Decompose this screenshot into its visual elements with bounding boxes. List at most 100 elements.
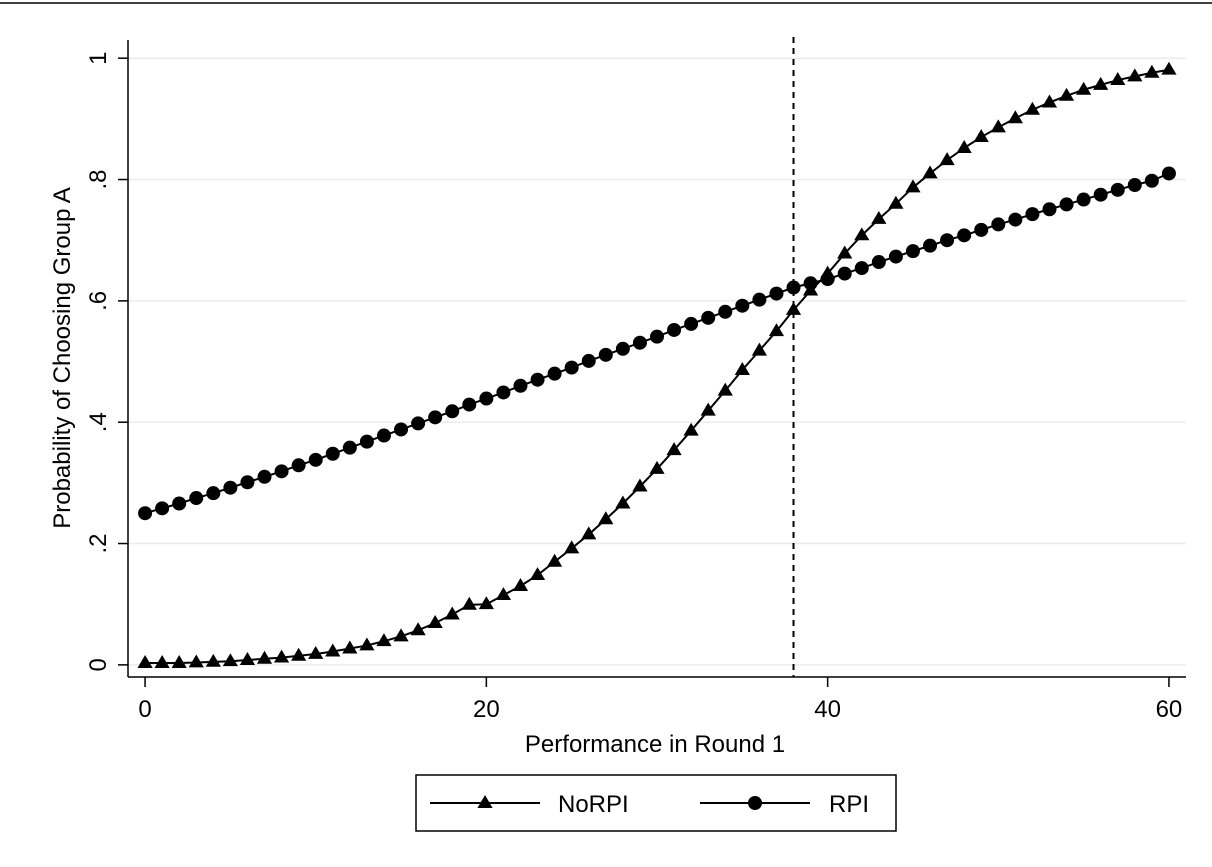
point-rpi-27 [598, 347, 613, 362]
point-rpi-8 [274, 464, 289, 479]
point-rpi-46 [923, 238, 938, 253]
point-rpi-44 [888, 249, 903, 264]
point-rpi-39 [803, 276, 818, 291]
point-norpi-34 [717, 382, 733, 396]
point-norpi-6 [239, 652, 256, 665]
point-rpi-12 [342, 440, 357, 455]
point-norpi-11 [325, 643, 341, 657]
series-rpi [138, 166, 1176, 521]
point-norpi-51 [1007, 110, 1023, 124]
x-tick-label-1: 20 [473, 696, 500, 723]
point-norpi-54 [1058, 87, 1075, 101]
point-norpi-27 [598, 511, 614, 525]
point-rpi-14 [376, 428, 391, 443]
point-norpi-3 [188, 654, 204, 668]
point-rpi-50 [991, 217, 1006, 232]
point-norpi-41 [837, 245, 853, 259]
point-norpi-9 [291, 647, 307, 661]
point-rpi-40 [820, 272, 835, 287]
legend-marker-rpi [748, 796, 762, 810]
point-norpi-5 [222, 653, 238, 667]
point-norpi-22 [512, 578, 529, 591]
point-norpi-25 [564, 540, 580, 554]
point-rpi-58 [1127, 177, 1142, 192]
point-rpi-51 [1008, 212, 1023, 227]
point-rpi-19 [462, 397, 477, 412]
point-norpi-15 [393, 628, 409, 642]
point-norpi-49 [973, 129, 989, 143]
point-norpi-35 [734, 362, 750, 375]
point-rpi-30 [650, 329, 664, 344]
legend-item-norpi: NoRPI [430, 791, 629, 818]
point-rpi-5 [223, 480, 238, 495]
point-norpi-32 [683, 422, 699, 436]
y-axis-label: Probability of Choosing Group A [49, 187, 76, 529]
point-norpi-8 [273, 649, 290, 663]
point-rpi-59 [1144, 173, 1159, 188]
point-norpi-45 [905, 179, 921, 193]
point-norpi-57 [1110, 72, 1126, 85]
point-norpi-36 [751, 342, 767, 356]
point-rpi-25 [564, 360, 579, 375]
point-norpi-1 [154, 655, 170, 669]
point-rpi-60 [1161, 166, 1176, 181]
point-rpi-42 [854, 261, 869, 276]
x-axis-label: Performance in Round 1 [525, 731, 785, 758]
point-rpi-33 [701, 310, 716, 325]
y-tick-label-2: .4 [85, 412, 112, 432]
point-rpi-29 [632, 335, 647, 350]
grid-lines [128, 57, 1186, 666]
point-norpi-38 [785, 301, 802, 315]
point-rpi-1 [155, 501, 170, 516]
y-tick-label-3: .6 [85, 291, 112, 311]
point-rpi-52 [1025, 207, 1040, 222]
point-rpi-17 [428, 410, 443, 425]
point-norpi-23 [529, 567, 546, 581]
point-rpi-9 [291, 458, 306, 473]
point-rpi-16 [411, 416, 426, 431]
point-norpi-37 [768, 323, 785, 337]
point-rpi-53 [1042, 202, 1057, 217]
point-rpi-56 [1093, 187, 1108, 202]
series-group [137, 61, 1177, 669]
point-norpi-47 [939, 152, 955, 166]
point-rpi-37 [769, 286, 784, 301]
point-norpi-26 [581, 526, 597, 540]
point-norpi-43 [871, 210, 887, 224]
point-rpi-6 [240, 475, 255, 490]
y-tick-label-5: 1 [85, 52, 112, 65]
point-norpi-21 [495, 587, 512, 601]
point-rpi-41 [837, 266, 852, 281]
point-rpi-38 [786, 280, 801, 295]
point-rpi-43 [871, 255, 886, 270]
point-norpi-14 [376, 633, 392, 647]
point-rpi-7 [257, 469, 272, 484]
point-rpi-47 [940, 233, 955, 248]
legend: NoRPI RPI [415, 774, 897, 832]
x-tick-label-0: 0 [138, 696, 151, 723]
point-rpi-32 [684, 316, 699, 331]
point-rpi-15 [394, 422, 409, 437]
point-norpi-44 [888, 195, 904, 209]
point-norpi-52 [1024, 101, 1041, 115]
point-norpi-55 [1076, 81, 1092, 95]
legend-item-rpi: RPI [700, 791, 869, 818]
point-norpi-53 [1041, 94, 1058, 108]
point-rpi-57 [1110, 182, 1125, 197]
point-rpi-23 [530, 372, 545, 387]
point-rpi-34 [718, 304, 733, 319]
point-norpi-18 [444, 606, 460, 620]
point-norpi-10 [308, 645, 324, 659]
y-tick-label-4: .8 [85, 170, 112, 190]
point-rpi-24 [547, 366, 562, 381]
x-tick-label-2: 40 [814, 696, 841, 723]
axes: 0 .2 .4 .6 .8 1 0 20 40 60 [85, 40, 1186, 723]
point-norpi-50 [990, 119, 1006, 133]
point-norpi-33 [700, 402, 716, 416]
legend-label-rpi: RPI [829, 791, 869, 818]
point-norpi-29 [632, 478, 648, 492]
point-norpi-0 [137, 655, 153, 669]
point-norpi-19 [461, 596, 477, 610]
x-tick-label-3: 60 [1156, 696, 1183, 723]
point-norpi-46 [922, 165, 938, 179]
